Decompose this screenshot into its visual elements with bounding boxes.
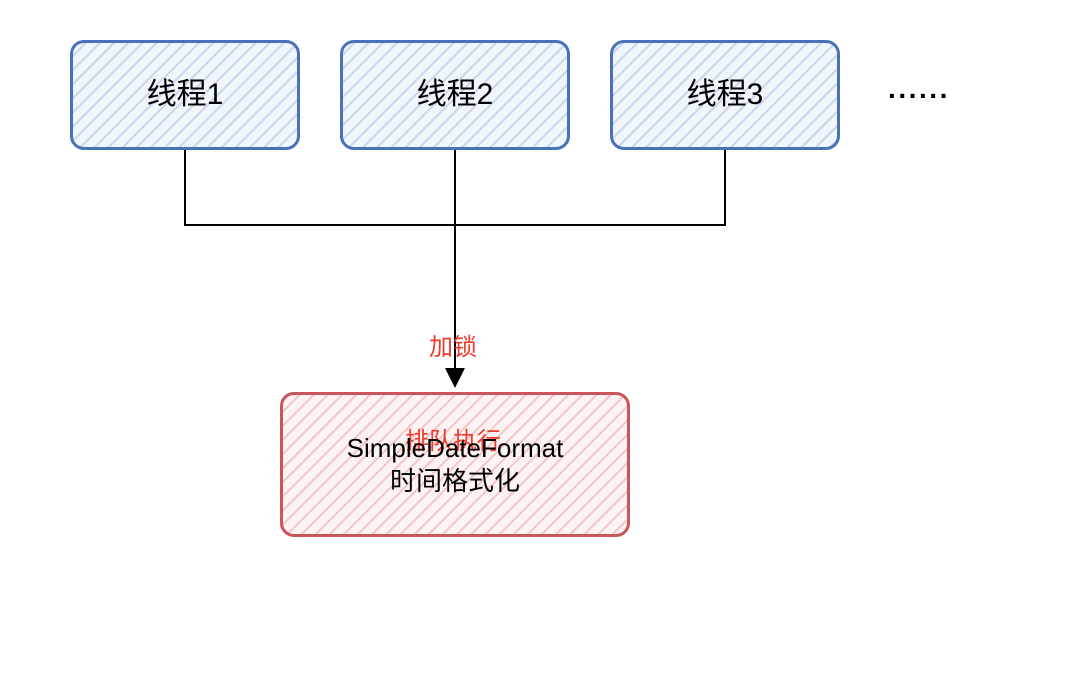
thread-node-2: 线程2 xyxy=(340,40,570,150)
diagram-canvas: 线程1 线程2 线程3 ······ 加锁 排队执行 SimpleDateFor… xyxy=(0,0,1080,676)
thread-node-3-label: 线程3 xyxy=(687,76,764,114)
target-node-label-line1: SimpleDateFormat xyxy=(347,432,564,465)
lock-annotation-line1: 加锁 xyxy=(405,332,501,363)
thread-node-3: 线程3 xyxy=(610,40,840,150)
thread-node-1-label: 线程1 xyxy=(147,76,224,114)
target-node: SimpleDateFormat 时间格式化 xyxy=(280,392,630,537)
thread-node-1: 线程1 xyxy=(70,40,300,150)
ellipsis-more-threads: ······ xyxy=(888,80,950,112)
target-node-label-line2: 时间格式化 xyxy=(390,465,520,498)
thread-node-2-label: 线程2 xyxy=(417,76,494,114)
